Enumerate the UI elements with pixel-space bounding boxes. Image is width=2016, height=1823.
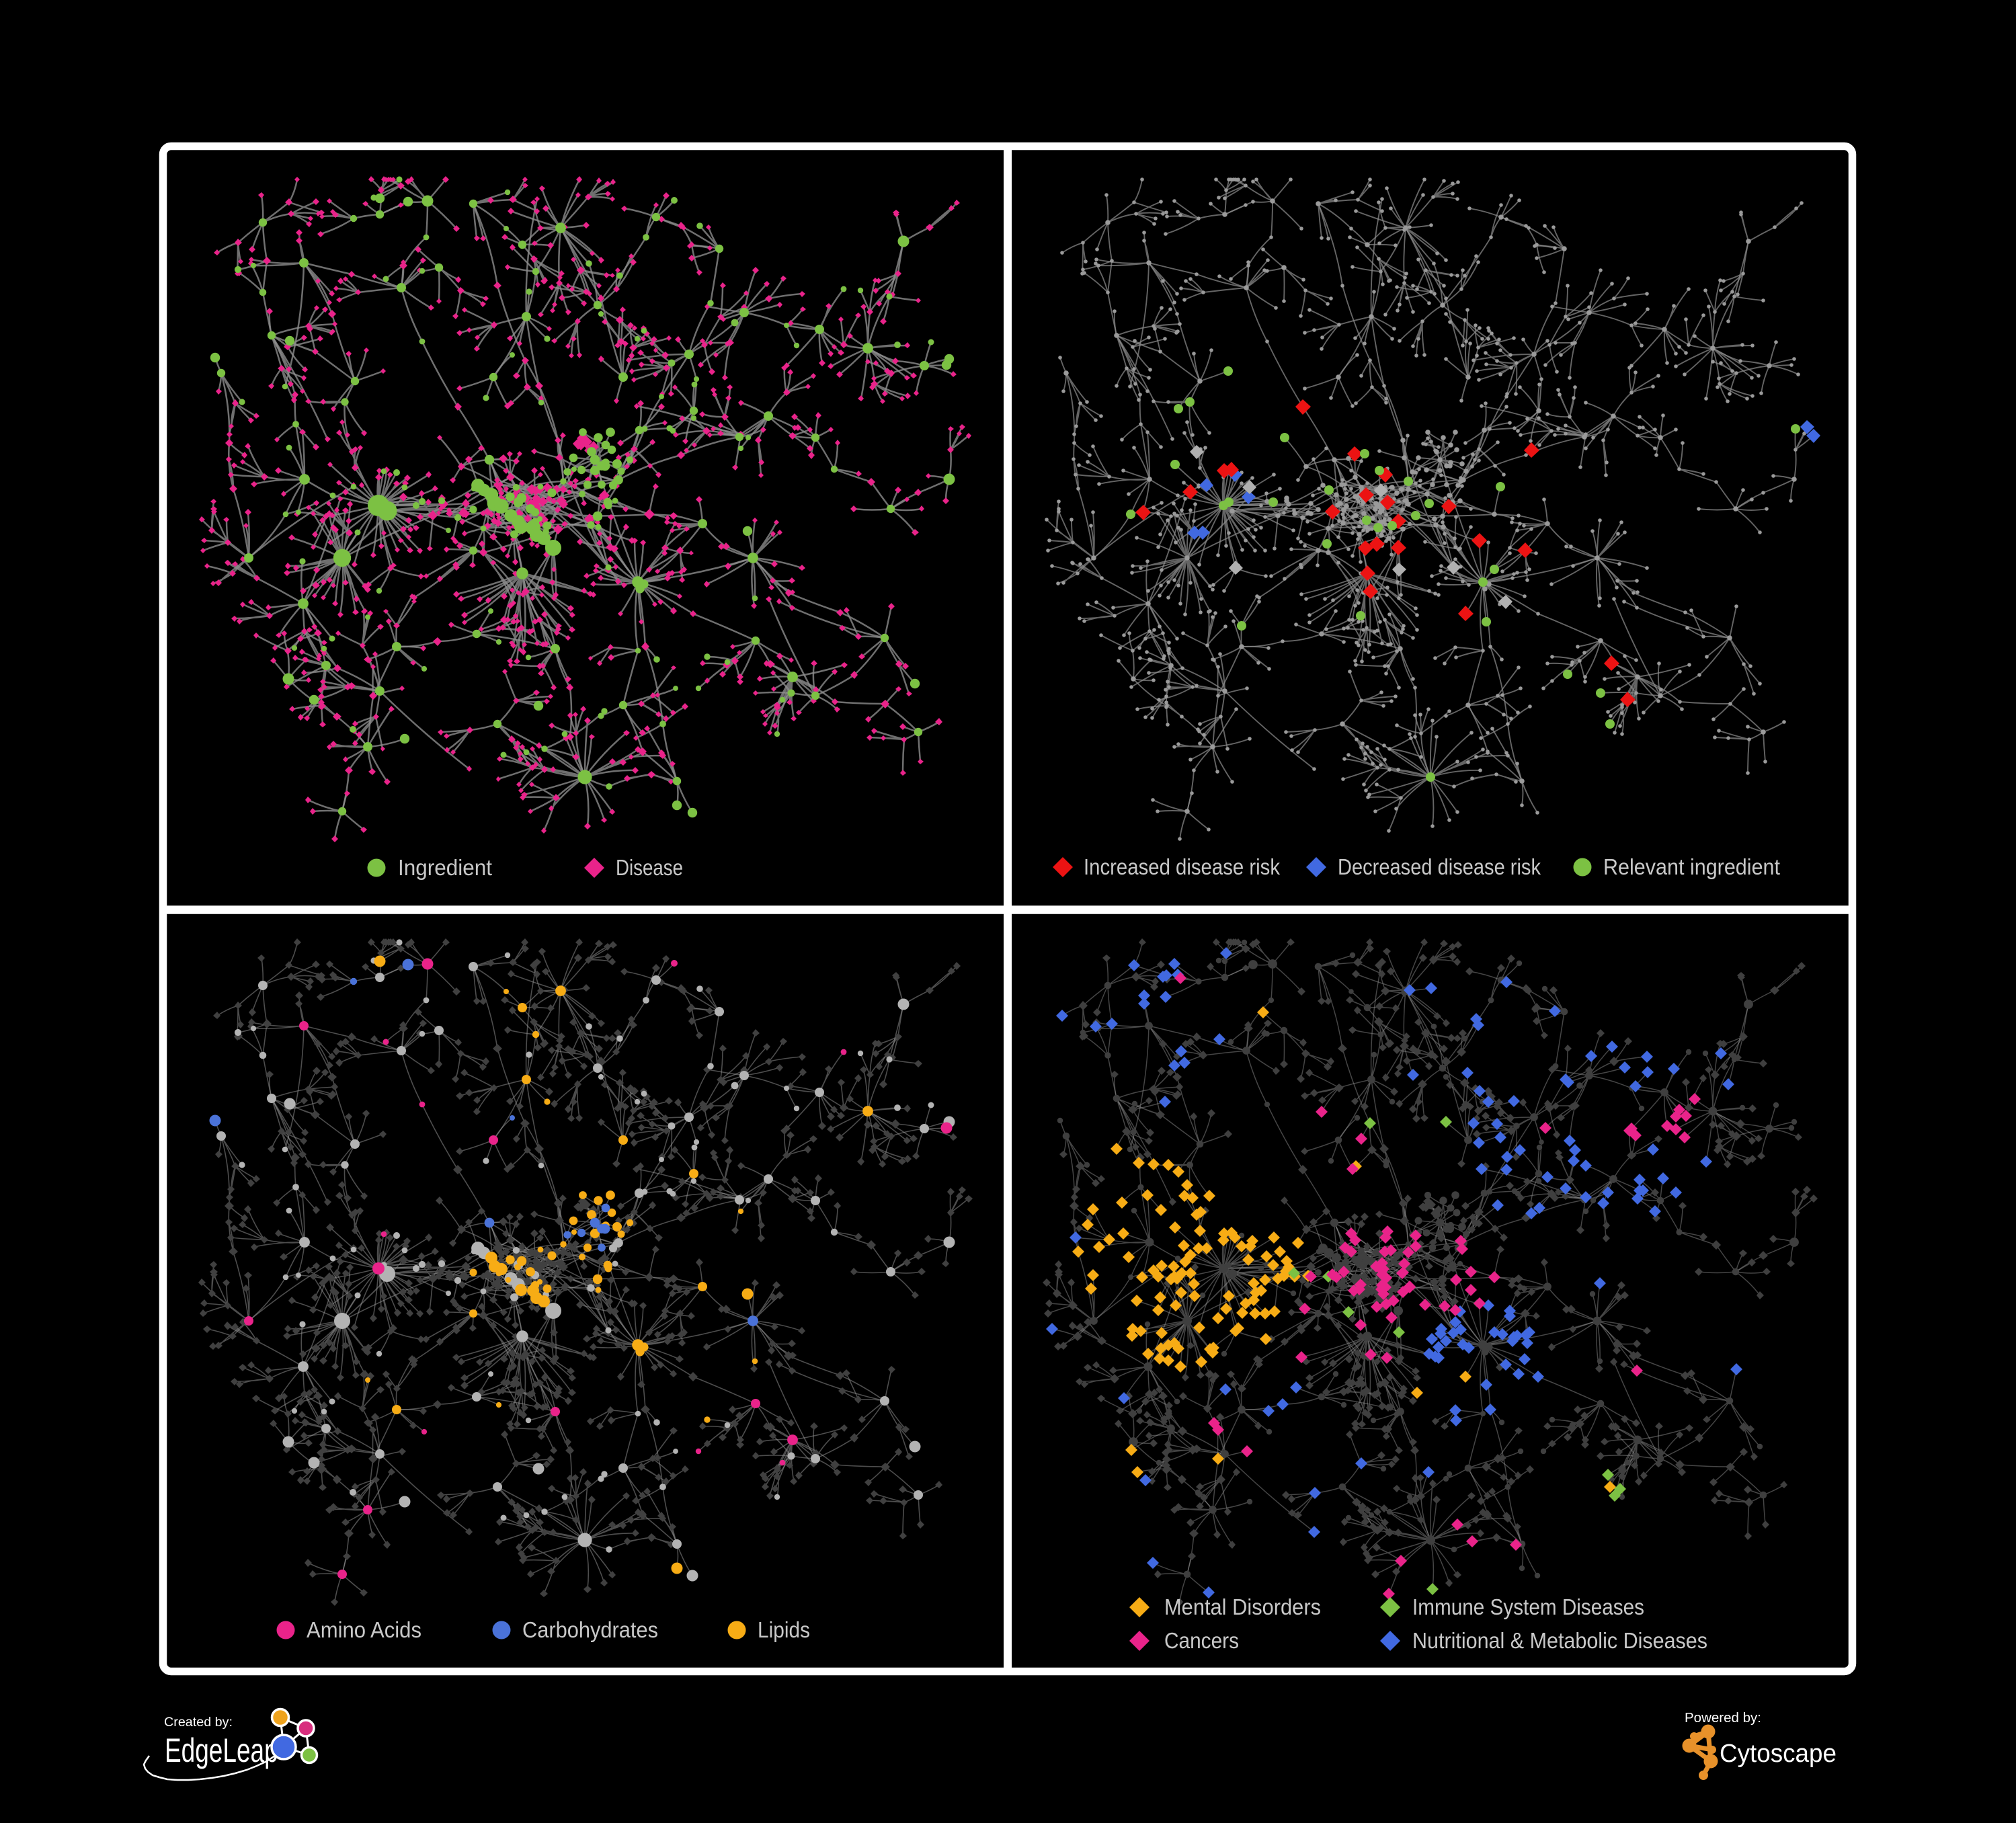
svg-text:Nutritional & Metabolic Diseas: Nutritional & Metabolic Diseases: [1412, 1628, 1707, 1653]
svg-text:Increased disease risk: Increased disease risk: [1084, 854, 1280, 879]
svg-text:Cancers: Cancers: [1164, 1628, 1239, 1653]
svg-text:Powered by:: Powered by:: [1685, 1711, 1761, 1726]
svg-text:Lipids: Lipids: [758, 1617, 810, 1642]
svg-text:Carbohydrates: Carbohydrates: [522, 1617, 658, 1642]
svg-text:Cytoscape: Cytoscape: [1720, 1740, 1837, 1768]
svg-text:Amino Acids: Amino Acids: [307, 1617, 421, 1642]
svg-text:Ingredient: Ingredient: [398, 855, 492, 880]
svg-text:Created by:: Created by:: [164, 1715, 233, 1730]
svg-text:Disease: Disease: [616, 855, 683, 880]
svg-text:Decreased disease risk: Decreased disease risk: [1338, 854, 1541, 879]
svg-text:Mental Disorders: Mental Disorders: [1164, 1594, 1321, 1619]
svg-text:Immune System Diseases: Immune System Diseases: [1412, 1594, 1644, 1619]
svg-text:Relevant ingredient: Relevant ingredient: [1603, 854, 1780, 879]
svg-text:EdgeLeap: EdgeLeap: [165, 1732, 278, 1770]
